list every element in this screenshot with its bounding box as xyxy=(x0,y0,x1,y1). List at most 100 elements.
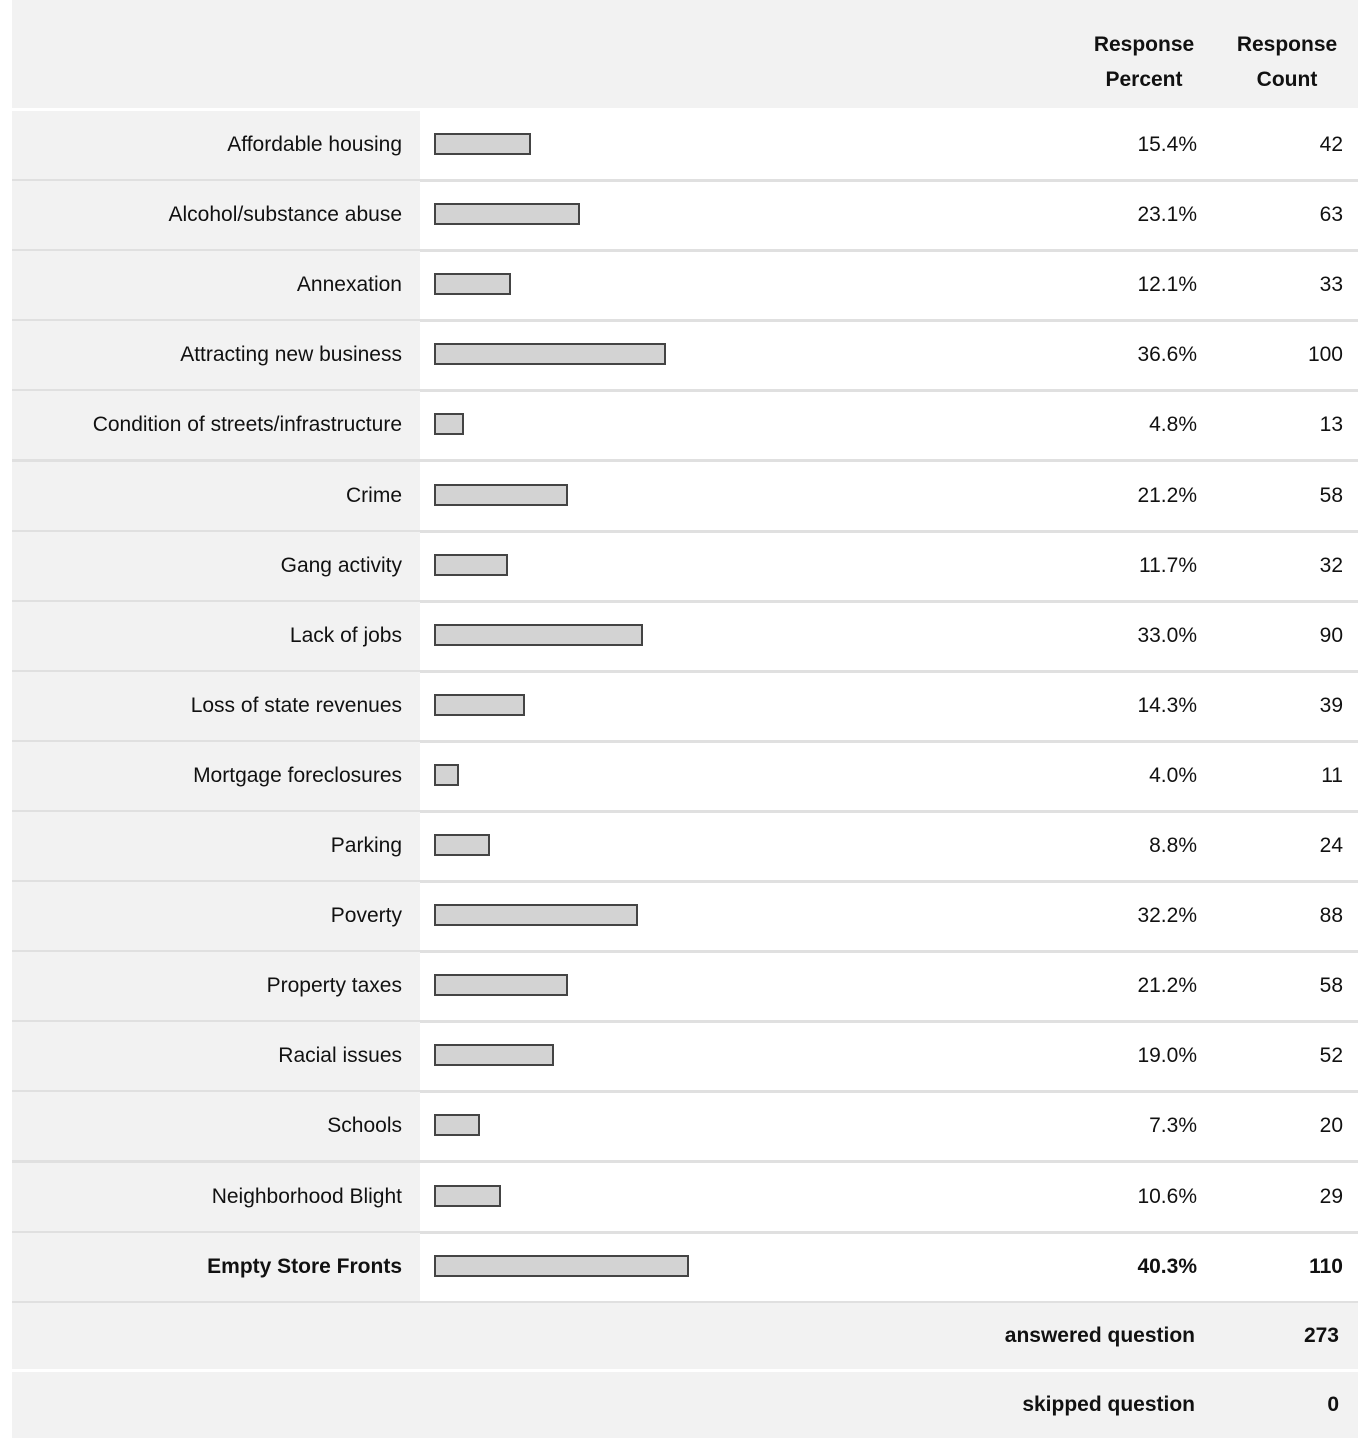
count-value: 110 xyxy=(1309,1254,1343,1278)
percent-value: 19.0% xyxy=(1137,1044,1197,1068)
label-cell xyxy=(12,952,420,1021)
bar xyxy=(434,1044,555,1067)
row-label: Attracting new business xyxy=(180,343,402,367)
row-label: Loss of state revenues xyxy=(190,693,402,717)
percent-value: 11.7% xyxy=(1139,553,1197,577)
count-value: 11 xyxy=(1321,763,1343,787)
percent-value: 4.0% xyxy=(1149,763,1197,787)
header: Response Percent Response Count xyxy=(12,0,1358,108)
row-label: Annexation xyxy=(296,273,402,297)
count-value: 88 xyxy=(1319,904,1343,928)
bar xyxy=(434,273,511,296)
row-label: Lack of jobs xyxy=(289,623,402,647)
label-cell xyxy=(12,111,420,179)
bar xyxy=(434,1254,690,1277)
table-row: Poverty 32.2% 88 xyxy=(12,882,1358,954)
bar xyxy=(434,483,569,506)
summary-row: answered question 273 xyxy=(12,1302,1358,1372)
table-row: Neighborhood Blight 10.6% 29 xyxy=(12,1162,1358,1234)
summary-label: skipped question xyxy=(1022,1392,1195,1416)
percent-value: 8.8% xyxy=(1149,834,1197,857)
table-row: Annexation 12.1% 33 xyxy=(12,251,1358,323)
row-label: Condition of streets/infrastructure xyxy=(92,413,402,437)
label-cell xyxy=(12,251,420,320)
percent-value: 36.6% xyxy=(1137,343,1197,367)
bar xyxy=(434,1114,481,1137)
count-value: 52 xyxy=(1319,1044,1343,1068)
row-label: Poverty xyxy=(330,904,402,928)
label-cell xyxy=(12,882,420,951)
bar xyxy=(434,904,638,927)
table-row: Alcohol/substance abuse 23.1% 63 xyxy=(12,181,1358,253)
table-row: Gang activity 11.7% 32 xyxy=(12,531,1358,603)
table-row: Schools 7.3% 20 xyxy=(12,1092,1358,1164)
count-value: 100 xyxy=(1307,343,1343,367)
label-cell xyxy=(12,1232,420,1301)
row-label: Gang activity xyxy=(280,553,402,577)
label-cell xyxy=(12,741,420,810)
table-row: Property taxes 21.2% 58 xyxy=(12,952,1358,1024)
count-value: 29 xyxy=(1319,1184,1343,1208)
bar xyxy=(434,623,643,646)
bar xyxy=(434,763,460,786)
percent-value: 12.1% xyxy=(1137,273,1197,297)
percent-value: 10.6% xyxy=(1137,1184,1197,1208)
count-header: Response Count xyxy=(1236,33,1338,91)
percent-value: 15.4% xyxy=(1137,133,1197,156)
bar xyxy=(434,1184,502,1207)
bar xyxy=(434,553,509,576)
label-cell xyxy=(12,181,420,250)
row-label: Schools xyxy=(327,1114,402,1138)
table-row: Loss of state revenues 14.3% 39 xyxy=(12,671,1358,743)
count-value: 13 xyxy=(1319,413,1343,437)
label-cell xyxy=(12,1092,420,1161)
count-value: 58 xyxy=(1319,483,1343,507)
count-value: 42 xyxy=(1319,133,1343,156)
percent-value: 4.8% xyxy=(1149,413,1197,437)
bar xyxy=(434,203,581,226)
label-cell xyxy=(12,531,420,600)
row-label: Empty Store Fronts xyxy=(207,1254,402,1278)
bar xyxy=(434,413,465,436)
row-label: Alcohol/substance abuse xyxy=(168,203,403,227)
row-label: Neighborhood Blight xyxy=(211,1184,402,1208)
table-row: Empty Store Fronts 40.3% 110 xyxy=(12,1232,1358,1304)
percent-value: 23.1% xyxy=(1137,203,1197,227)
summary-label: answered question xyxy=(1004,1323,1195,1347)
row-label: Property taxes xyxy=(266,974,402,998)
table-row: Attracting new business 36.6% 100 xyxy=(12,321,1358,393)
percent-header: Response Percent xyxy=(1093,33,1195,91)
bar xyxy=(434,834,490,856)
bar xyxy=(434,343,666,366)
row-label: Mortgage foreclosures xyxy=(193,763,402,787)
bar xyxy=(434,693,525,716)
label-cell xyxy=(12,1162,420,1231)
count-value: 33 xyxy=(1319,273,1343,297)
label-cell xyxy=(12,321,420,390)
label-cell xyxy=(12,461,420,530)
count-value: 24 xyxy=(1319,834,1343,857)
bar xyxy=(434,133,532,155)
count-value: 90 xyxy=(1319,623,1343,647)
label-cell xyxy=(12,671,420,740)
row-label: Crime xyxy=(346,483,402,507)
label-cell xyxy=(12,1022,420,1091)
label-cell xyxy=(12,391,420,460)
row-label: Parking xyxy=(330,834,402,857)
count-value: 63 xyxy=(1319,203,1343,227)
summary-row: skipped question 0 xyxy=(12,1371,1358,1441)
row-label: Affordable housing xyxy=(227,133,402,156)
table-row: Parking 8.8% 24 xyxy=(12,812,1358,883)
percent-value: 40.3% xyxy=(1137,1254,1197,1278)
table-row: Affordable housing 15.4% 42 xyxy=(12,111,1358,182)
percent-value: 21.2% xyxy=(1137,974,1197,998)
percent-value: 33.0% xyxy=(1137,623,1197,647)
summary-value: 0 xyxy=(1327,1392,1339,1416)
count-value: 58 xyxy=(1319,974,1343,998)
table-row: Mortgage foreclosures 4.0% 11 xyxy=(12,741,1358,813)
row-label: Racial issues xyxy=(278,1044,402,1068)
table-row: Condition of streets/infrastructure 4.8% 1… xyxy=(12,391,1358,463)
label-cell xyxy=(12,812,420,880)
count-value: 20 xyxy=(1319,1114,1343,1138)
